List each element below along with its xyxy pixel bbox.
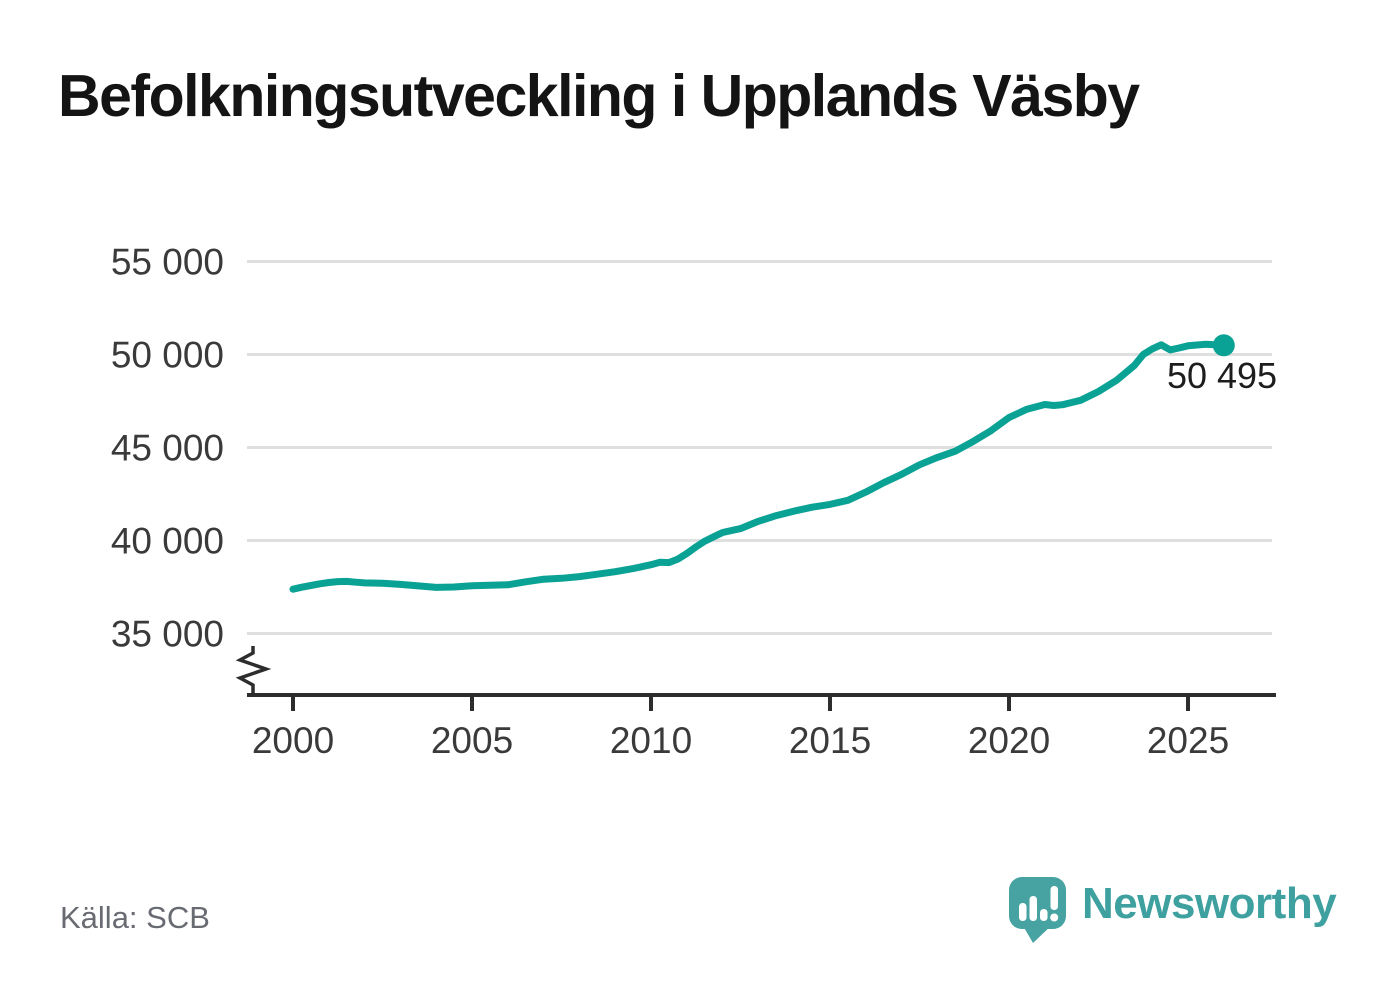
y-tick-label: 50 000 <box>111 335 224 376</box>
x-tick-label: 2005 <box>431 720 513 761</box>
x-tick-label: 2020 <box>968 720 1050 761</box>
newsworthy-logo[interactable]: Newsworthy <box>1008 872 1337 946</box>
chart-title: Befolkningsutveckling i Upplands Väsby <box>58 63 1140 129</box>
source-label: Källa: SCB <box>60 900 210 935</box>
x-tick-label: 2010 <box>610 720 692 761</box>
chart-generated-layer: 55 000 50 000 45 000 40 000 35 000 2000 2005 20… <box>111 242 1276 761</box>
y-tick-label: 35 000 <box>111 614 224 655</box>
last-value-dot <box>1212 334 1235 357</box>
last-value-label: 50 495 <box>1167 355 1277 396</box>
x-tick-label: 2000 <box>252 720 334 761</box>
newsworthy-wordmark: Newsworthy <box>1082 879 1337 928</box>
x-tick-label: 2015 <box>789 720 871 761</box>
y-tick-label: 55 000 <box>111 242 224 283</box>
y-tick-label: 45 000 <box>111 428 224 469</box>
y-tick-label: 40 000 <box>111 521 224 562</box>
population-line <box>289 340 1228 593</box>
axis-break-zigzag-icon <box>235 646 272 696</box>
x-tick-label: 2025 <box>1147 720 1229 761</box>
newsworthy-speech-bubble-chart-icon <box>1009 877 1066 943</box>
